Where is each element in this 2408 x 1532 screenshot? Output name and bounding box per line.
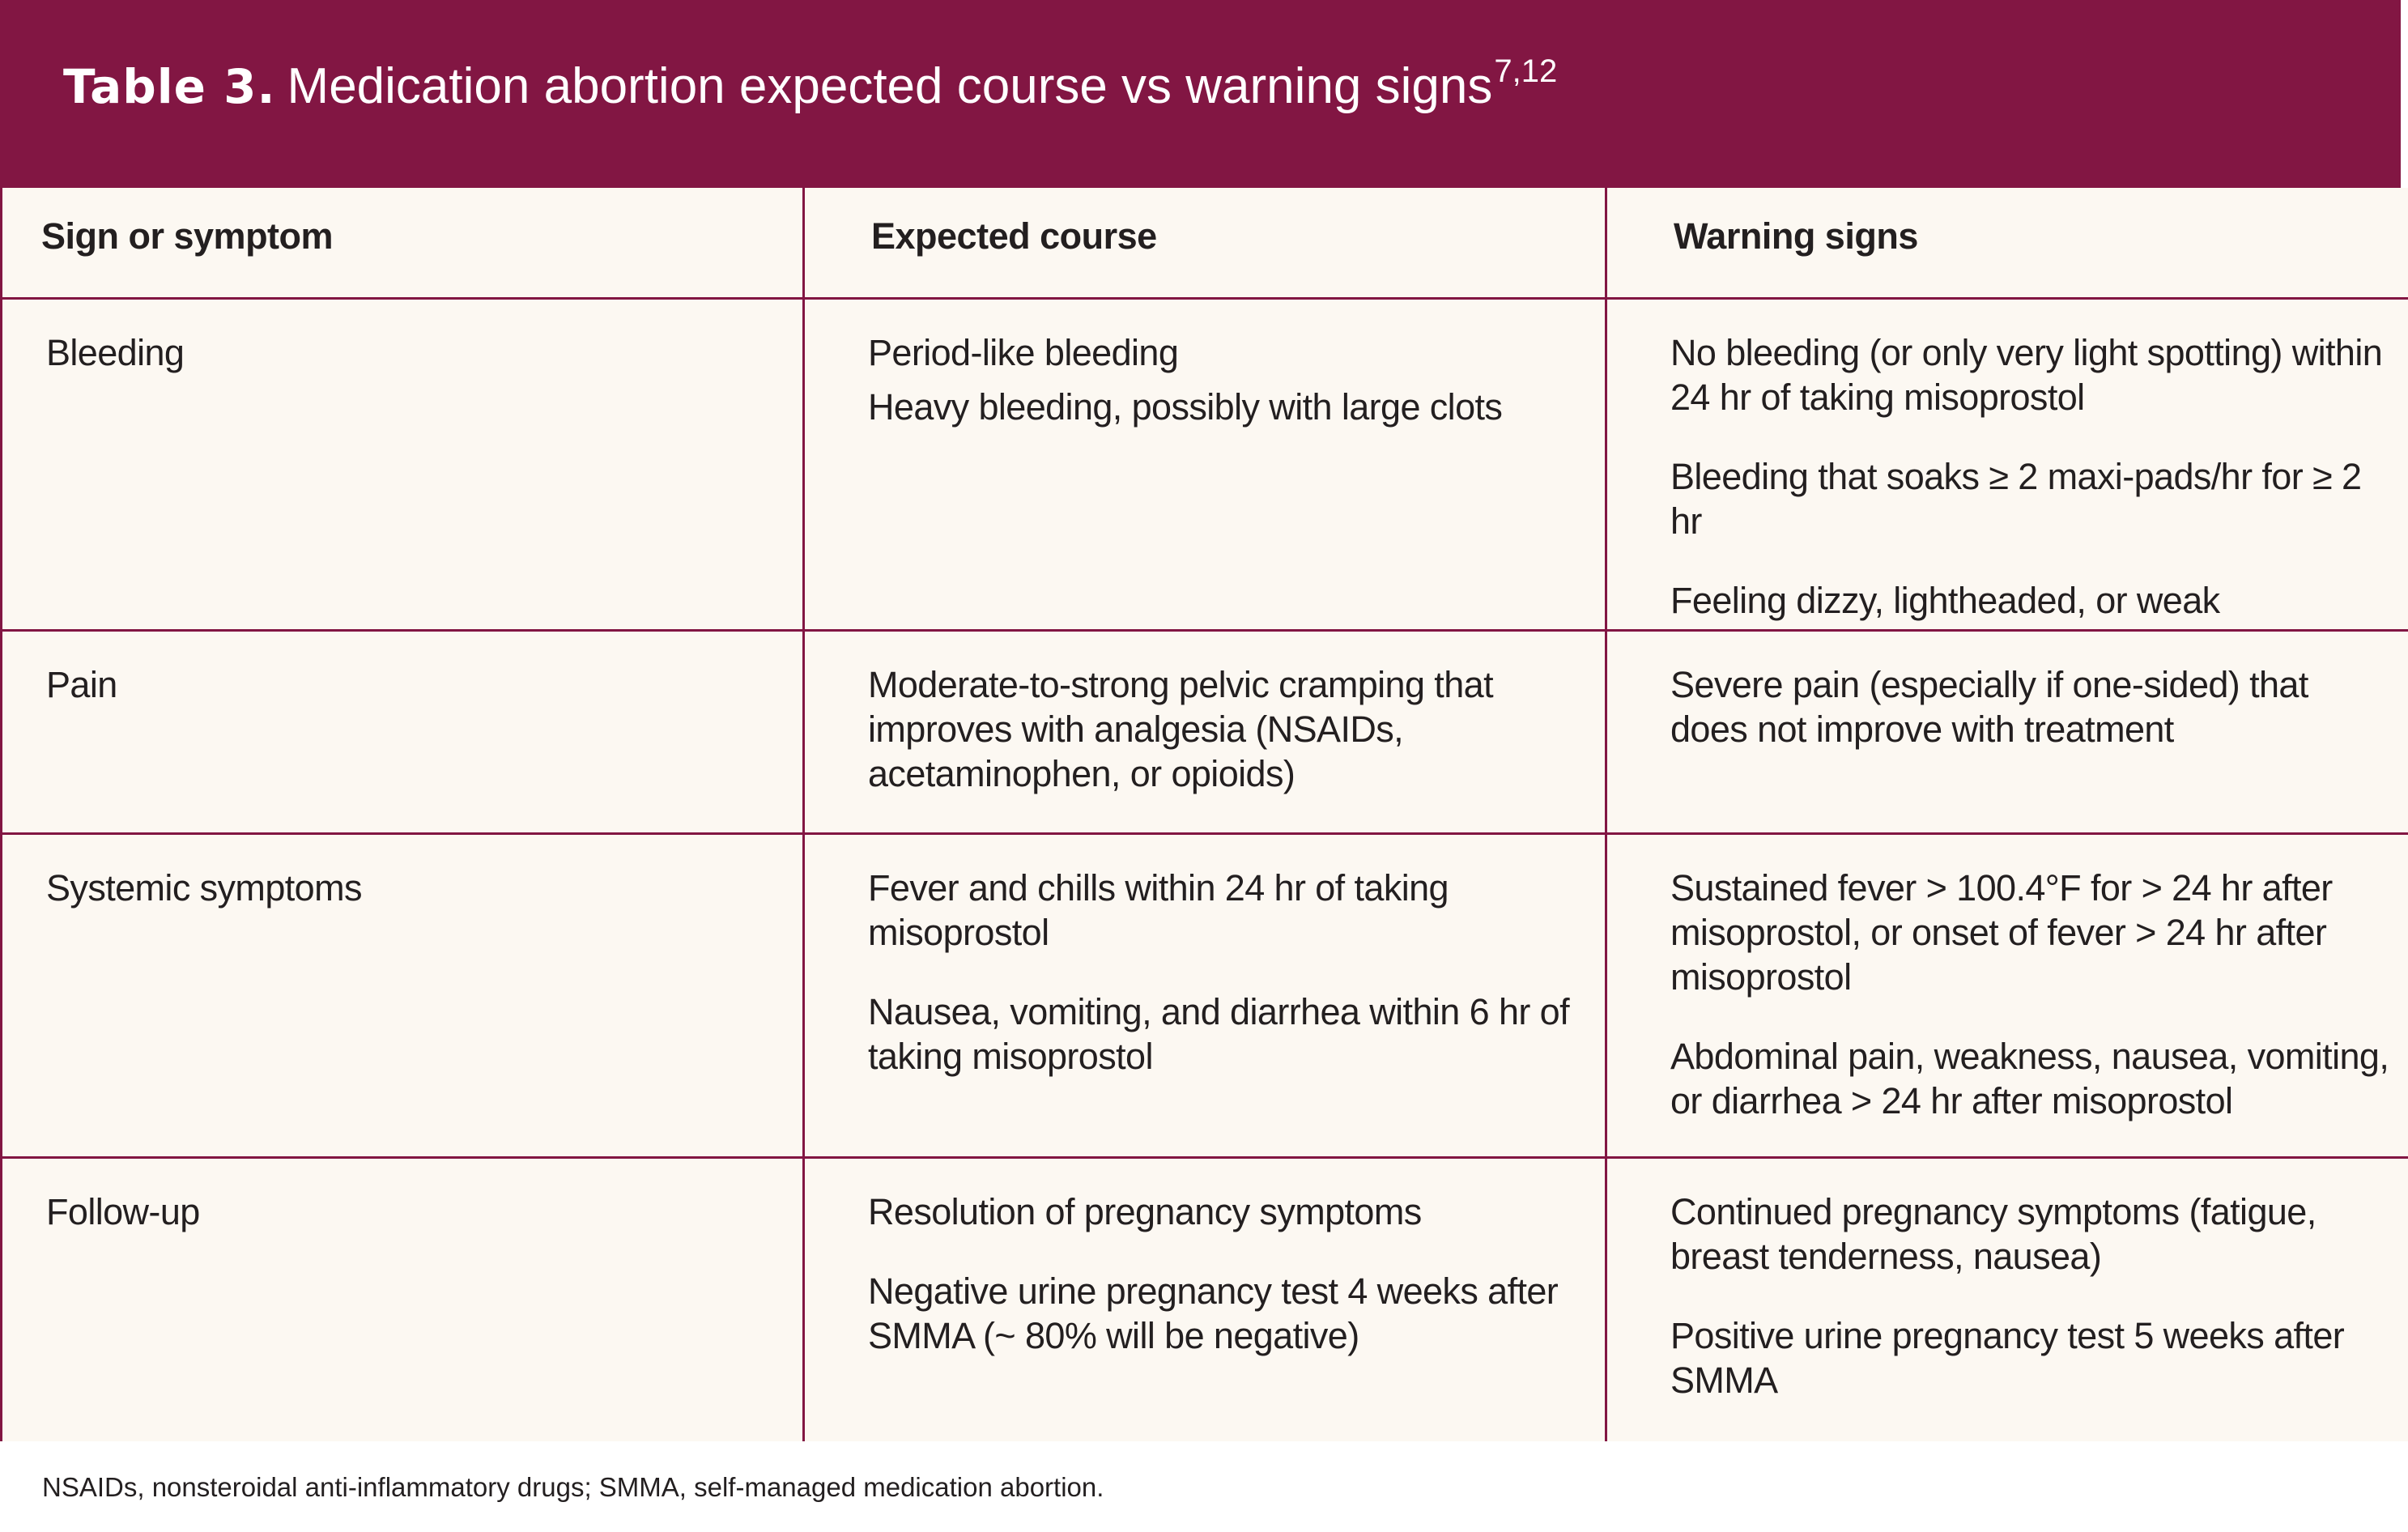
- warning-entry: Positive urine pregnancy test 5 weeks af…: [1670, 1314, 2345, 1401]
- warning-cell: Severe pain (especially if one-sided) th…: [1605, 628, 2408, 835]
- table-header-row: Sign or symptom Expected course Warning …: [0, 188, 2408, 300]
- sign-cell: Pain: [0, 628, 805, 835]
- warning-cell: No bleeding (or only very light spotting…: [1605, 296, 2408, 632]
- warning-entry: Continued pregnancy symptoms (fatigue, b…: [1670, 1190, 2317, 1277]
- warning-cell: Sustained fever > 100.4°F for > 24 hr af…: [1605, 832, 2408, 1159]
- warning-entry: Severe pain (especially if one-sided) th…: [1670, 663, 2308, 750]
- expected-cell: Fever and chills within 24 hr of taking …: [802, 832, 1607, 1159]
- comparison-table: Sign or symptom Expected course Warning …: [0, 188, 2408, 1441]
- table-title-banner: Table 3. Medication abortion expected cou…: [0, 0, 2401, 188]
- warning-cell: Continued pregnancy symptoms (fatigue, b…: [1605, 1155, 2408, 1441]
- expected-cell: Resolution of pregnancy symptoms Negativ…: [802, 1155, 1607, 1441]
- expected-cell: Moderate-to-strong pelvic cramping that …: [802, 628, 1607, 835]
- expected-entry: Moderate-to-strong pelvic cramping that …: [868, 663, 1494, 794]
- expected-entry: Fever and chills within 24 hr of taking …: [868, 866, 1449, 953]
- column-header-expected: Expected course: [802, 188, 1607, 300]
- reference-superscript: 7,12: [1494, 53, 1558, 89]
- sign-label: Bleeding: [46, 331, 185, 373]
- sign-cell: Systemic symptoms: [0, 832, 805, 1159]
- warning-entry: No bleeding (or only very light spotting…: [1670, 331, 2383, 418]
- table-number-label: Table 3.: [63, 59, 276, 114]
- table-row-pain: Pain Moderate-to-strong pelvic cramping …: [0, 628, 2408, 835]
- sign-label: Systemic symptoms: [46, 866, 362, 909]
- expected-entry: Nausea, vomiting, and diarrhea within 6 …: [868, 990, 1570, 1077]
- sign-label: Pain: [46, 663, 117, 705]
- expected-entry: Period-like bleeding: [868, 331, 1179, 373]
- warning-entry: Bleeding that soaks ≥ 2 maxi-pads/hr for…: [1670, 455, 2362, 542]
- warning-entry: Feeling dizzy, lightheaded, or weak: [1670, 579, 2220, 621]
- sign-label: Follow-up: [46, 1190, 200, 1232]
- table-row-systemic-symptoms: Systemic symptoms Fever and chills withi…: [0, 832, 2408, 1159]
- column-header-sign: Sign or symptom: [0, 188, 805, 300]
- expected-entry: Negative urine pregnancy test 4 weeks af…: [868, 1270, 1559, 1356]
- expected-cell: Period-like bleeding Heavy bleeding, pos…: [802, 296, 1607, 632]
- expected-entry: Resolution of pregnancy symptoms: [868, 1190, 1422, 1232]
- comparison-table-container: Sign or symptom Expected course Warning …: [0, 188, 2408, 1441]
- warning-entry: Abdominal pain, weakness, nausea, vomiti…: [1670, 1035, 2389, 1121]
- sign-cell: Bleeding: [0, 296, 805, 632]
- sign-cell: Follow-up: [0, 1155, 805, 1441]
- table-row-follow-up: Follow-up Resolution of pregnancy sympto…: [0, 1155, 2408, 1441]
- expected-entry: Heavy bleeding, possibly with large clot…: [868, 385, 1503, 428]
- table-row-bleeding: Bleeding Period-like bleeding Heavy blee…: [0, 296, 2408, 632]
- table-footnote: NSAIDs, nonsteroidal anti-inflammatory d…: [42, 1472, 1104, 1502]
- column-header-warning: Warning signs: [1605, 188, 2408, 300]
- warning-entry: Sustained fever > 100.4°F for > 24 hr af…: [1670, 866, 2333, 998]
- table-title: Medication abortion expected course vs w…: [287, 58, 1493, 114]
